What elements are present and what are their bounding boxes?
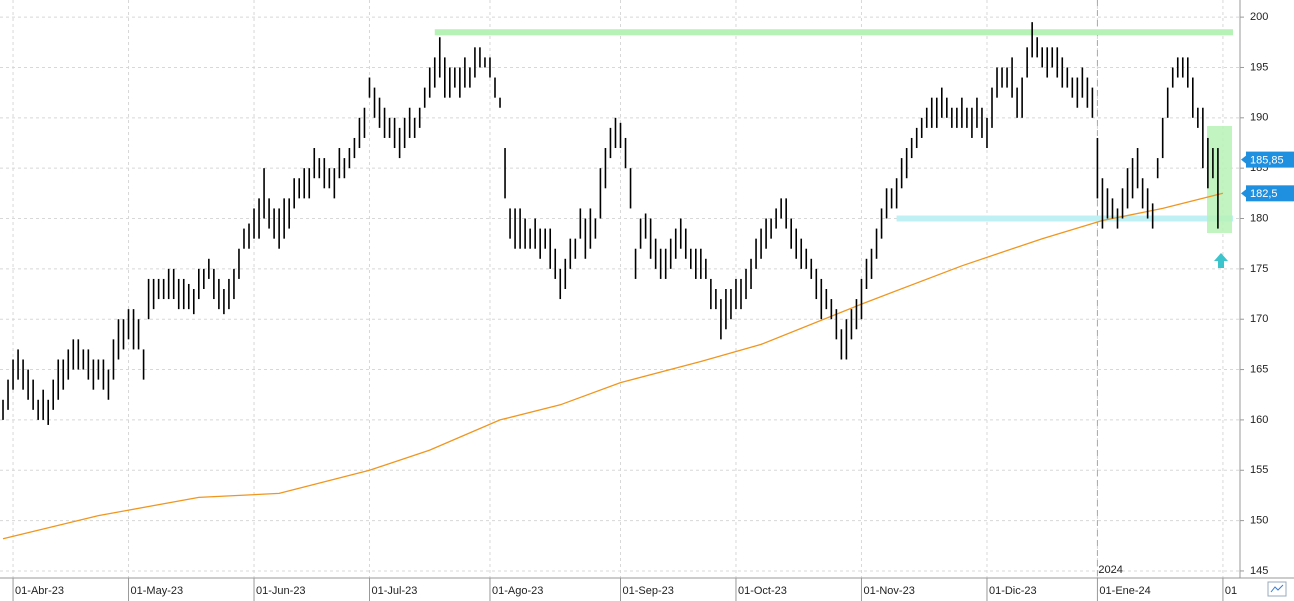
year-label: 2024 (1098, 564, 1122, 576)
moving-average (2, 192, 1224, 540)
price-tag (1246, 185, 1294, 202)
y-tick-label: 165 (1250, 363, 1268, 375)
y-tick-label: 180 (1250, 212, 1268, 224)
x-tick-label: 01-Ene-24 (1099, 585, 1150, 597)
x-tick-label: 01-Oct-23 (738, 585, 787, 597)
highlight-box (1207, 126, 1232, 233)
y-tick-label: 170 (1250, 313, 1268, 325)
y-tick-label: 195 (1250, 61, 1268, 73)
grid (0, 0, 1240, 578)
x-tick-label: 01 (1225, 585, 1237, 597)
price-tag-label: 182,5 (1250, 188, 1278, 200)
y-tick-label: 200 (1250, 11, 1268, 23)
y-tick-label: 150 (1250, 515, 1268, 527)
x-tick-label: 01-Abr-23 (15, 585, 64, 597)
y-tick-label: 160 (1250, 414, 1268, 426)
axes: 14515015516016517017518018519019520001-A… (12, 11, 1294, 601)
price-tag-pointer (1241, 189, 1246, 198)
x-tick-label: 01-Sep-23 (623, 585, 674, 597)
x-tick-label: 01-May-23 (131, 585, 184, 597)
price-tag (1246, 151, 1294, 168)
x-tick-label: 01-Ago-23 (492, 585, 543, 597)
x-tick-label: 01-Jul-23 (371, 585, 417, 597)
x-tick-label: 01-Jun-23 (256, 585, 306, 597)
y-tick-label: 175 (1250, 263, 1268, 275)
levels (434, 29, 1233, 222)
x-tick-label: 01-Nov-23 (863, 585, 914, 597)
signal-arrow (1214, 253, 1228, 268)
y-tick-label: 190 (1250, 112, 1268, 124)
scroll-icon (1270, 584, 1284, 593)
moving-average-line (2, 192, 1224, 540)
y-tick-label: 145 (1250, 565, 1268, 577)
x-tick-label: 01-Dic-23 (989, 585, 1037, 597)
price-tag-pointer (1241, 155, 1246, 164)
y-tick-label: 155 (1250, 464, 1268, 476)
price-bars (2, 22, 1219, 425)
price-tag-label: 185,85 (1250, 155, 1284, 167)
